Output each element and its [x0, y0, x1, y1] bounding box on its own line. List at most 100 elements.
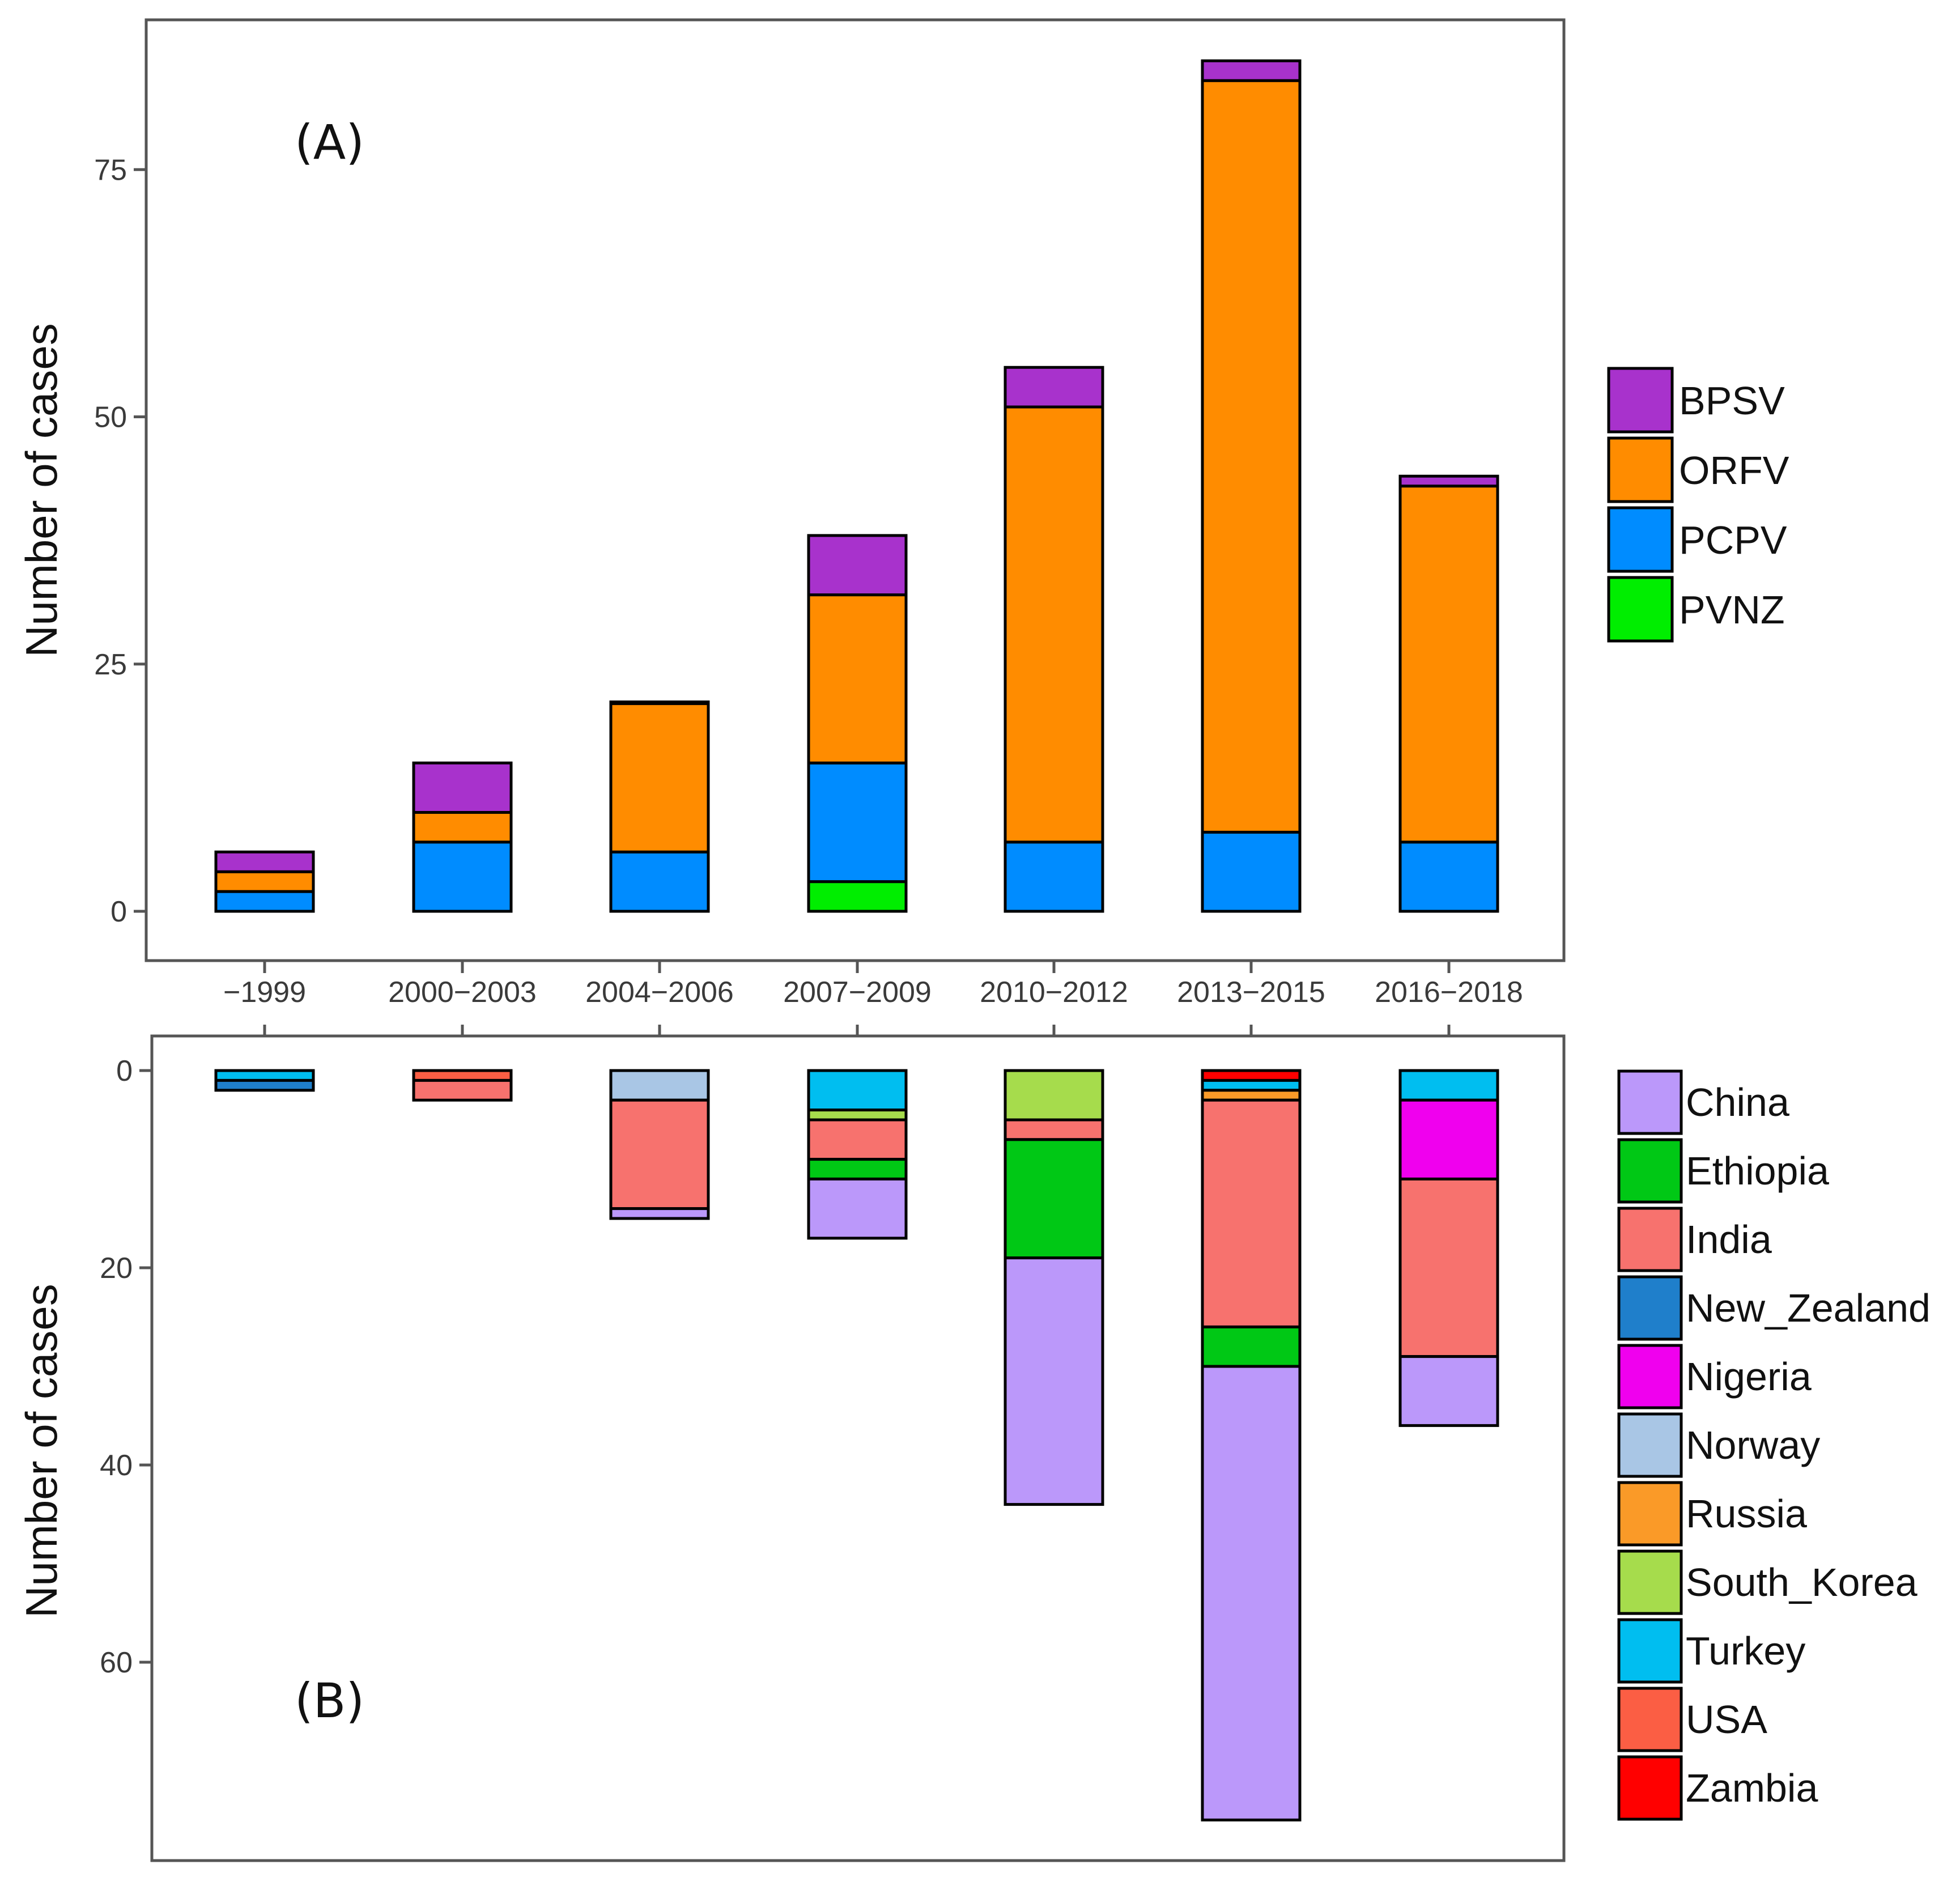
- panel-a-y-axis-title: Number of cases: [16, 323, 66, 657]
- legend-b-key-south-korea: [1617, 1549, 1683, 1615]
- bar-b-india-2000-2003: [412, 1078, 513, 1102]
- bar-b-india-2010-2012: [1004, 1118, 1104, 1141]
- panel-a-y-tick-label: 50: [94, 401, 127, 434]
- legend-b-label-ethiopia: Ethiopia: [1686, 1149, 1829, 1193]
- bar-b-india-2004-2006: [609, 1098, 710, 1211]
- legend-b-key-china: [1617, 1069, 1683, 1135]
- panel-b-y-tick-label: 0: [116, 1055, 133, 1088]
- legend-b-key-zambia: [1617, 1755, 1683, 1821]
- legend-a-label-orfv: ORFV: [1679, 448, 1789, 492]
- legend-a-key-orfv: [1607, 436, 1674, 503]
- legend-b-label-russia: Russia: [1686, 1492, 1807, 1536]
- bar-b-china-2013-2015: [1201, 1365, 1302, 1821]
- bar-b-zambia-2013-2015: [1201, 1069, 1302, 1082]
- panel-a-y-tick-label: 75: [94, 154, 127, 186]
- bar-b-ethiopia-2010-2012: [1004, 1138, 1104, 1260]
- legend-b-label-china: China: [1686, 1080, 1789, 1124]
- panel-a-y-tick-label: 25: [94, 648, 127, 681]
- bar-a-pcpv-1999: [214, 890, 315, 913]
- bar-a-pcpv-2000-2003: [412, 840, 513, 913]
- legend-b-key-nigeria: [1617, 1344, 1683, 1409]
- legend-b-key-new-zealand: [1617, 1275, 1683, 1341]
- legend-a-key-bpsv: [1607, 367, 1674, 434]
- panel-b-y-tick-label: 20: [100, 1252, 133, 1285]
- legend-a-label-pcpv: PCPV: [1679, 518, 1787, 562]
- bar-a-bpsv-1999: [214, 850, 315, 873]
- x-tick-label: 2010−2012: [980, 976, 1128, 1009]
- bar-a-orfv-2016-2018: [1398, 485, 1499, 844]
- bar-b-india-2013-2015: [1201, 1098, 1302, 1328]
- bar-b-turkey-1999: [214, 1069, 315, 1082]
- panel-a-bars: [214, 59, 1499, 913]
- bar-b-india-2016-2018: [1398, 1177, 1499, 1358]
- panel-b-axis: 0 20 40 60: [100, 1025, 1451, 1679]
- legend-b-label-usa: USA: [1686, 1697, 1767, 1742]
- x-tick-label: −1999: [223, 976, 306, 1009]
- bar-a-orfv-2010-2012: [1004, 405, 1104, 844]
- bar-a-bpsv-2013-2015: [1201, 59, 1302, 82]
- x-tick-label: 2016−2018: [1375, 976, 1523, 1009]
- panel-a: 0 25 50 75 Number of cases (A) BPSV ORFV PCPV…: [16, 18, 1789, 973]
- category-labels: −1999 2000−2003 2004−2006 2007−2009 2010−201…: [223, 976, 1523, 1009]
- panel-a-y-tick-label: 0: [110, 895, 127, 928]
- bar-b-china-2004-2006: [609, 1207, 710, 1220]
- bar-b-south-korea-2007-2009: [807, 1109, 908, 1122]
- panel-b-label: (B): [295, 1673, 364, 1729]
- bar-a-pcpv-2013-2015: [1201, 830, 1302, 913]
- panel-b-y-tick-label: 60: [100, 1646, 133, 1679]
- panel-b: 0 20 40 60 Number of cases (B) China Ethiopi…: [16, 1025, 1931, 1862]
- bar-b-new-zealand-1999: [214, 1078, 315, 1092]
- x-tick-label: 2013−2015: [1177, 976, 1325, 1009]
- legend-b-label-india: India: [1686, 1217, 1772, 1262]
- legend-b-key-india: [1617, 1207, 1683, 1272]
- bar-a-bpsv-2004-2006: [609, 700, 710, 706]
- bar-a-pcpv-2010-2012: [1004, 840, 1104, 913]
- panel-a-label: (A): [295, 114, 364, 170]
- legend-b-label-nigeria: Nigeria: [1686, 1354, 1812, 1399]
- legend-a-label-bpsv: BPSV: [1679, 379, 1785, 423]
- panel-a-axis: 0 25 50 75: [94, 154, 1451, 973]
- bar-a-bpsv-2010-2012: [1004, 366, 1104, 409]
- bar-b-china-2010-2012: [1004, 1256, 1104, 1506]
- x-tick-label: 2004−2006: [585, 976, 734, 1009]
- panel-b-y-tick-label: 40: [100, 1449, 133, 1482]
- bar-a-pcpv-2016-2018: [1398, 840, 1499, 913]
- bar-b-turkey-2013-2015: [1201, 1078, 1302, 1092]
- bar-b-russia-2013-2015: [1201, 1089, 1302, 1102]
- x-tick-label: 2007−2009: [783, 976, 932, 1009]
- legend-a-key-pvnz: [1607, 576, 1674, 643]
- bar-b-norway-2004-2006: [609, 1069, 710, 1102]
- legend-b-label-norway: Norway: [1686, 1423, 1820, 1467]
- bar-b-china-2016-2018: [1398, 1355, 1499, 1427]
- bar-b-turkey-2016-2018: [1398, 1069, 1499, 1102]
- bar-a-orfv-2000-2003: [412, 811, 513, 844]
- panel-b-y-axis-title: Number of cases: [16, 1284, 66, 1618]
- panel-b-legend: China Ethiopia India New_Zealand Nigeria Norw…: [1617, 1069, 1931, 1821]
- bar-b-ethiopia-2007-2009: [807, 1158, 908, 1180]
- bar-a-bpsv-2007-2009: [807, 534, 908, 597]
- bar-b-turkey-2007-2009: [807, 1069, 908, 1112]
- bar-b-nigeria-2016-2018: [1398, 1098, 1499, 1180]
- legend-b-key-ethiopia: [1617, 1138, 1683, 1204]
- bar-a-pcpv-2004-2006: [609, 850, 710, 913]
- panel-b-bars: [214, 1069, 1499, 1821]
- legend-b-key-russia: [1617, 1481, 1683, 1547]
- bar-a-pcpv-2007-2009: [807, 761, 908, 884]
- legend-b-label-turkey: Turkey: [1686, 1629, 1805, 1673]
- legend-b-label-south-korea: South_Korea: [1686, 1560, 1918, 1604]
- bar-b-india-2007-2009: [807, 1118, 908, 1161]
- legend-b-key-norway: [1617, 1412, 1683, 1478]
- bar-a-orfv-2007-2009: [807, 593, 908, 765]
- legend-b-key-usa: [1617, 1687, 1683, 1752]
- x-tick-label: 2000−2003: [388, 976, 537, 1009]
- legend-b-label-zambia: Zambia: [1686, 1766, 1818, 1810]
- bar-a-bpsv-2016-2018: [1398, 474, 1499, 488]
- bar-b-china-2007-2009: [807, 1177, 908, 1240]
- bar-a-bpsv-2000-2003: [412, 761, 513, 814]
- bar-a-orfv-1999: [214, 870, 315, 893]
- legend-b-key-turkey: [1617, 1618, 1683, 1684]
- bar-b-south-korea-2010-2012: [1004, 1069, 1104, 1122]
- bar-a-orfv-2004-2006: [609, 702, 710, 853]
- bar-b-usa-2000-2003: [412, 1069, 513, 1082]
